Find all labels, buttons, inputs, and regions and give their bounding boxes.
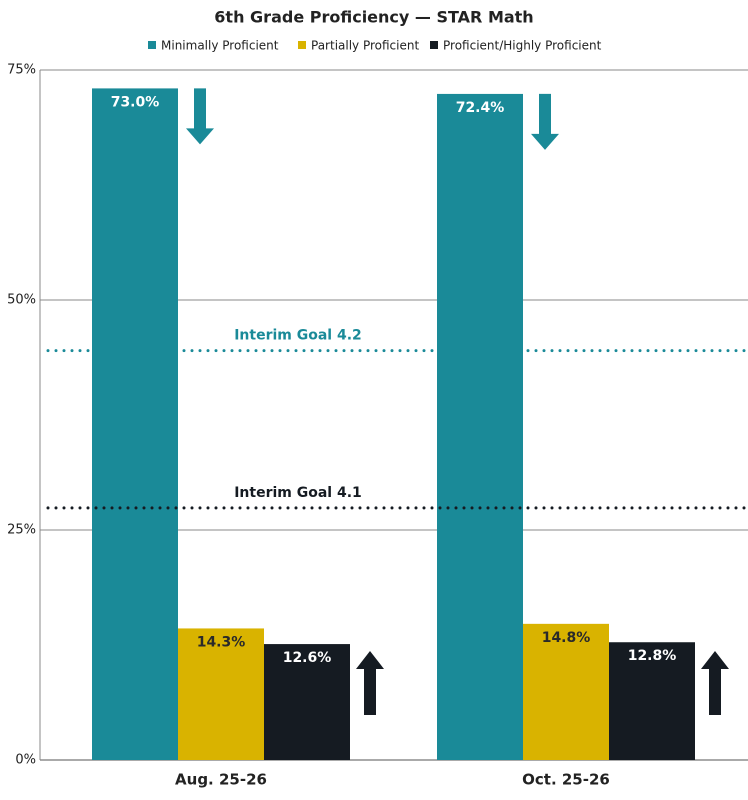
legend-label: Minimally Proficient [161,39,279,53]
x-tick-label: Oct. 25-26 [522,771,610,789]
value-label: 14.3% [197,634,246,650]
value-label: 12.6% [283,650,332,666]
reference-label: Interim Goal 4.1 [234,485,362,501]
bar [92,88,178,760]
value-label: 12.8% [628,648,677,664]
legend-label: Partially Proficient [311,39,419,53]
y-tick-label: 0% [15,753,36,768]
legend-swatch [298,41,306,49]
legend-swatch [148,41,156,49]
bar [264,644,350,760]
up-arrow [701,651,729,715]
y-tick-label: 25% [7,523,36,538]
bar [523,623,609,760]
up-arrow [356,651,384,715]
legend-swatch [430,41,438,49]
value-label: 14.8% [542,630,591,646]
bar [178,628,264,760]
bar [609,642,695,760]
value-label: 72.4% [456,100,505,116]
y-tick-label: 75% [7,63,36,78]
down-arrow [186,88,214,145]
x-tick-label: Aug. 25-26 [175,771,267,789]
chart-title: 6th Grade Proficiency — STAR Math [214,8,533,27]
y-tick-label: 50% [7,293,36,308]
value-label: 73.0% [111,94,160,110]
reference-label: Interim Goal 4.2 [234,328,362,344]
down-arrow [531,93,559,150]
legend-label: Proficient/Highly Proficient [443,39,602,53]
bar [437,93,523,761]
